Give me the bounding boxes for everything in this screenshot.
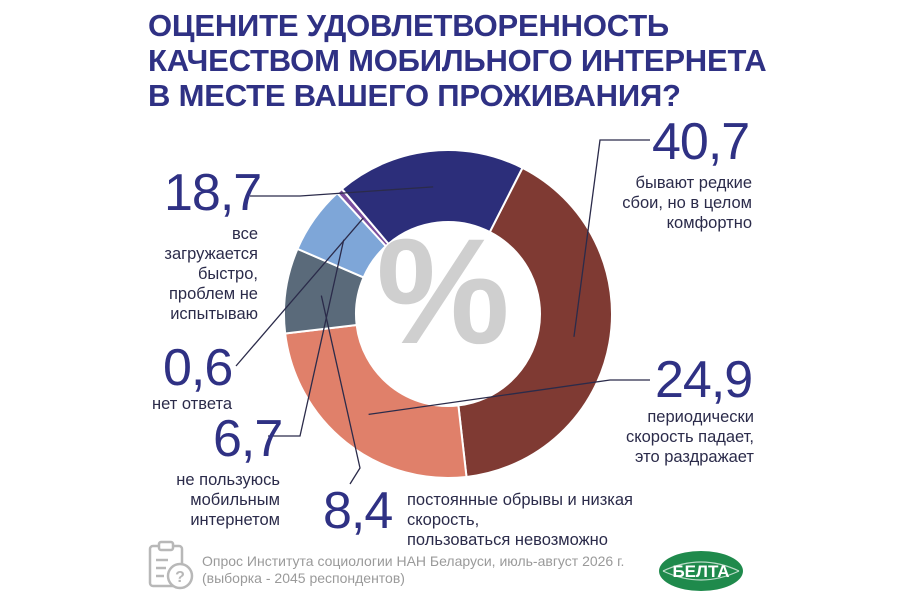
leader-all-fast	[250, 186, 434, 197]
slice-all-fast	[340, 149, 524, 246]
svg-text:?: ?	[175, 569, 185, 586]
title-line-2: КАЧЕСТВОМ МОБИЛЬНОГО ИНТЕРНЕТА	[148, 43, 767, 78]
label-line: загружается	[164, 245, 258, 263]
label-line: бывают редкие	[635, 174, 752, 192]
label-line: нет ответа	[151, 395, 232, 413]
value-label-rare-failures: 40,7	[652, 113, 750, 171]
leader-rare-failures	[573, 139, 650, 337]
label-line: комфортно	[666, 214, 752, 232]
chart-title: ОЦЕНИТЕ УДОВЛЕТВОРЕННОСТЬ КАЧЕСТВОМ МОБИ…	[148, 8, 848, 113]
source-line-2: (выборка - 2045 респондентов)	[202, 570, 405, 586]
label-line: все	[231, 225, 258, 243]
slice-rare-failures	[457, 166, 613, 479]
label-constant-drops: постоянные обрывы и низкая скорость, пол…	[407, 490, 707, 550]
center-percent-symbol: %	[376, 207, 509, 375]
leader-lines	[235, 139, 650, 485]
leader-no-answer	[235, 217, 364, 367]
label-not-using: не пользуюсь мобильным интернетом	[130, 470, 280, 530]
label-line: проблем не	[168, 285, 258, 303]
leader-speed-drops	[368, 379, 650, 416]
label-line: постоянные обрывы и низкая скорость,	[407, 491, 633, 529]
value-label-all-fast: 18,7	[164, 164, 262, 222]
donut-slices	[283, 149, 613, 479]
label-line: периодически	[647, 408, 754, 426]
value-label-no-answer: 0,6	[163, 339, 233, 397]
slice-speed-drops	[284, 323, 468, 479]
label-line: скорость падает,	[625, 428, 754, 446]
label-rare-failures: бывают редкие сбои, но в целом комфортно	[600, 173, 752, 233]
label-line: мобильным	[190, 491, 280, 509]
leader-not-using	[268, 239, 345, 437]
label-line: это раздражает	[635, 448, 754, 466]
leader-constant-drops	[320, 295, 361, 485]
clipboard-question-icon: ?	[148, 540, 194, 590]
title-line-1: ОЦЕНИТЕ УДОВЛЕТВОРЕННОСТЬ	[148, 8, 670, 43]
label-line: быстро,	[197, 265, 258, 283]
logo-text: БЕЛТА	[672, 562, 729, 581]
label-no-answer: нет ответа	[130, 394, 232, 414]
label-line: сбои, но в целом	[622, 194, 752, 212]
value-label-not-using: 6,7	[213, 410, 283, 468]
belta-logo: БЕЛТА	[659, 551, 743, 591]
value-label-speed-drops: 24,9	[655, 351, 753, 409]
label-line: пользоваться невозможно	[407, 531, 608, 549]
title-line-3: В МЕСТЕ ВАШЕГО ПРОЖИВАНИЯ?	[148, 78, 681, 113]
label-speed-drops: периодически скорость падает, это раздра…	[600, 407, 754, 467]
label-line: не пользуюсь	[176, 471, 280, 489]
source-note: Опрос Института социологии НАН Беларуси,…	[202, 553, 672, 587]
source-line-1: Опрос Института социологии НАН Беларуси,…	[202, 553, 625, 569]
value-label-constant-drops: 8,4	[323, 482, 393, 540]
label-line: интернетом	[190, 511, 280, 529]
label-line: испытываю	[170, 305, 258, 323]
label-all-fast: все загружается быстро, проблем не испыт…	[130, 224, 258, 324]
